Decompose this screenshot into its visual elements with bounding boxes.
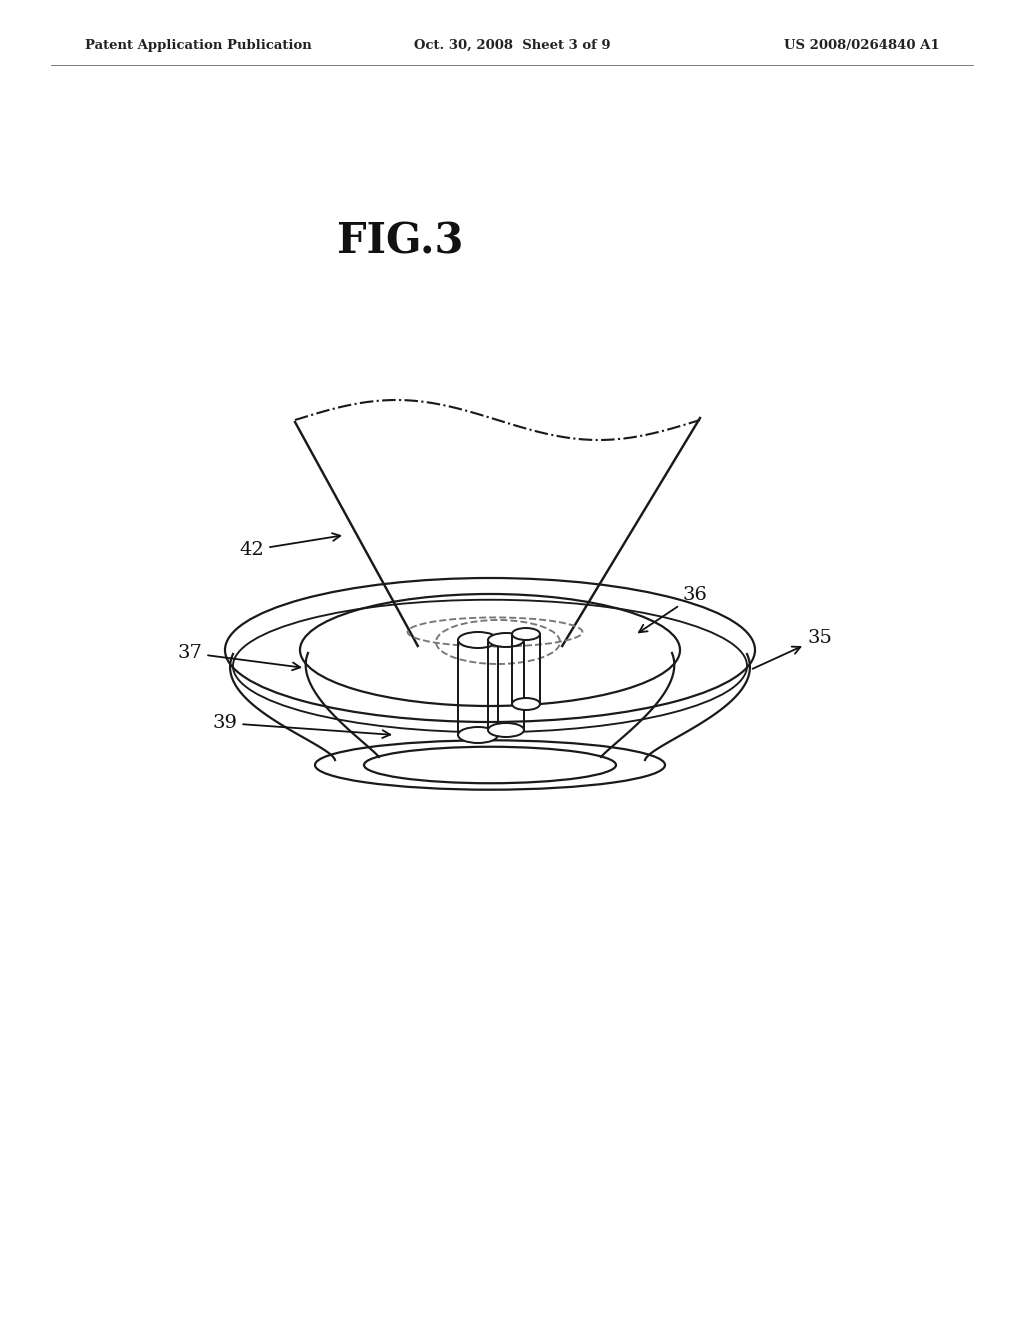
Ellipse shape [458,727,498,743]
Text: 42: 42 [240,533,340,558]
Text: Oct. 30, 2008  Sheet 3 of 9: Oct. 30, 2008 Sheet 3 of 9 [414,38,610,51]
Text: 39: 39 [213,714,390,738]
Ellipse shape [488,634,524,647]
Ellipse shape [458,632,498,648]
Ellipse shape [512,628,540,640]
Ellipse shape [512,698,540,710]
Text: US 2008/0264840 A1: US 2008/0264840 A1 [784,38,940,51]
Text: 35: 35 [753,630,833,669]
Text: FIG.3: FIG.3 [337,220,463,263]
Text: 37: 37 [177,644,300,671]
Text: 36: 36 [639,586,708,632]
Ellipse shape [488,723,524,737]
Text: Patent Application Publication: Patent Application Publication [85,38,311,51]
